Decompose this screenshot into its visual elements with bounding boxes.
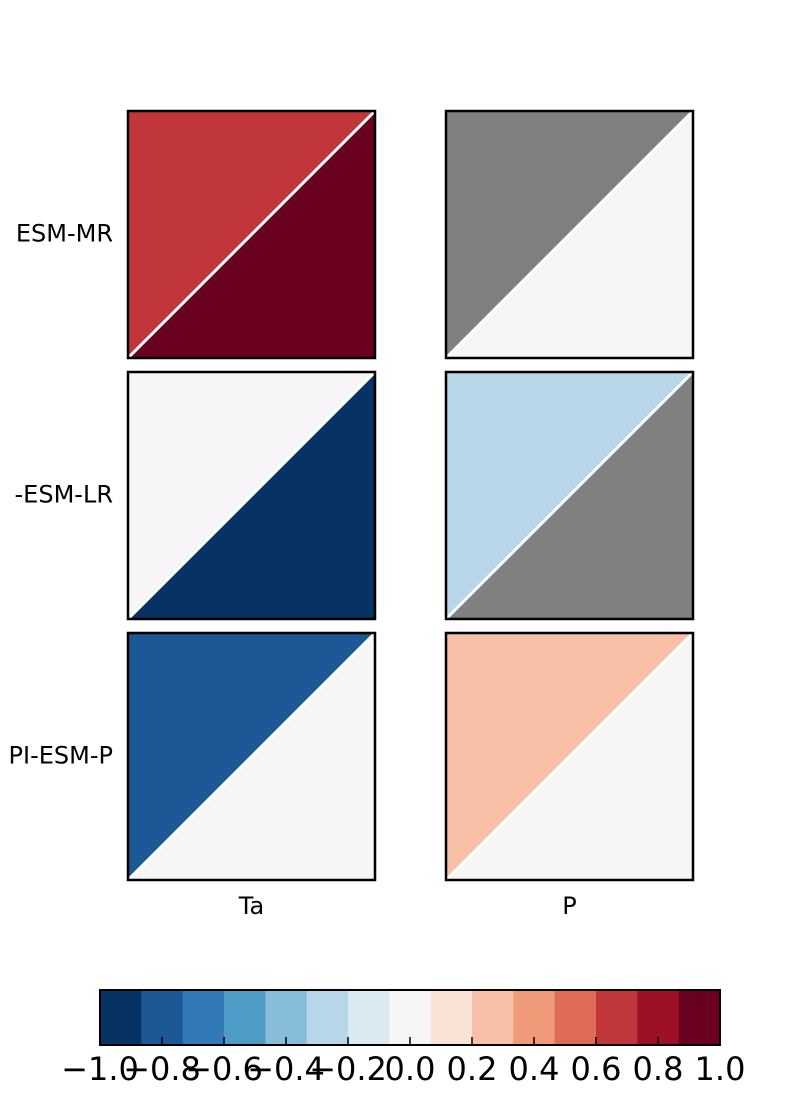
- colorbar-bin: [141, 990, 184, 1045]
- colorbar-tick-label: −0.2: [309, 1050, 387, 1088]
- cell-border: [126, 109, 377, 360]
- cell-border: [126, 631, 377, 882]
- column-label: Ta: [238, 892, 264, 920]
- colorbar-bin: [513, 990, 556, 1045]
- cell-border: [444, 109, 695, 360]
- diagonal: [126, 631, 377, 882]
- diagonal: [444, 370, 695, 621]
- colorbar-bin: [596, 990, 638, 1045]
- colorbar-bin: [182, 990, 225, 1045]
- colorbar-tick-label: 0.6: [571, 1050, 622, 1088]
- colorbar-tick-label: 0.2: [447, 1050, 498, 1088]
- colorbar-tick-label: 0.4: [509, 1050, 560, 1088]
- colorbar-tick-label: −0.8: [123, 1050, 201, 1088]
- diagonal: [126, 370, 377, 621]
- colorbar-bin: [306, 990, 349, 1045]
- row-label: PI-ESM-P: [9, 742, 113, 770]
- diagonal: [444, 109, 695, 360]
- cell-border: [444, 631, 695, 882]
- cell-border: [444, 370, 695, 621]
- row-label: -ESM-LR: [15, 481, 113, 509]
- colorbar-tick-label: 0.0: [385, 1050, 436, 1088]
- colorbar-tick-label: −0.6: [185, 1050, 263, 1088]
- colorbar-bin: [389, 990, 432, 1045]
- cell-border: [126, 370, 377, 621]
- diagonal: [126, 109, 377, 360]
- colorbar-tick-label: 1.0: [695, 1050, 746, 1088]
- colorbar-bin: [265, 990, 308, 1045]
- colorbar-bin: [430, 990, 473, 1045]
- colorbar-tick-label: −1.0: [61, 1050, 139, 1088]
- colorbar-bin: [472, 990, 514, 1045]
- row-label: ESM-MR: [16, 220, 113, 248]
- colorbar-bin: [637, 990, 680, 1045]
- colorbar-bin: [554, 990, 597, 1045]
- colorbar-bin: [678, 990, 721, 1045]
- column-label: P: [562, 892, 576, 920]
- diagonal: [444, 631, 695, 882]
- colorbar-bin: [100, 990, 142, 1045]
- colorbar-bin: [348, 990, 390, 1045]
- colorbar-tick-label: −0.4: [247, 1050, 325, 1088]
- colorbar-tick-label: 0.8: [633, 1050, 684, 1088]
- colorbar-bin: [224, 990, 266, 1045]
